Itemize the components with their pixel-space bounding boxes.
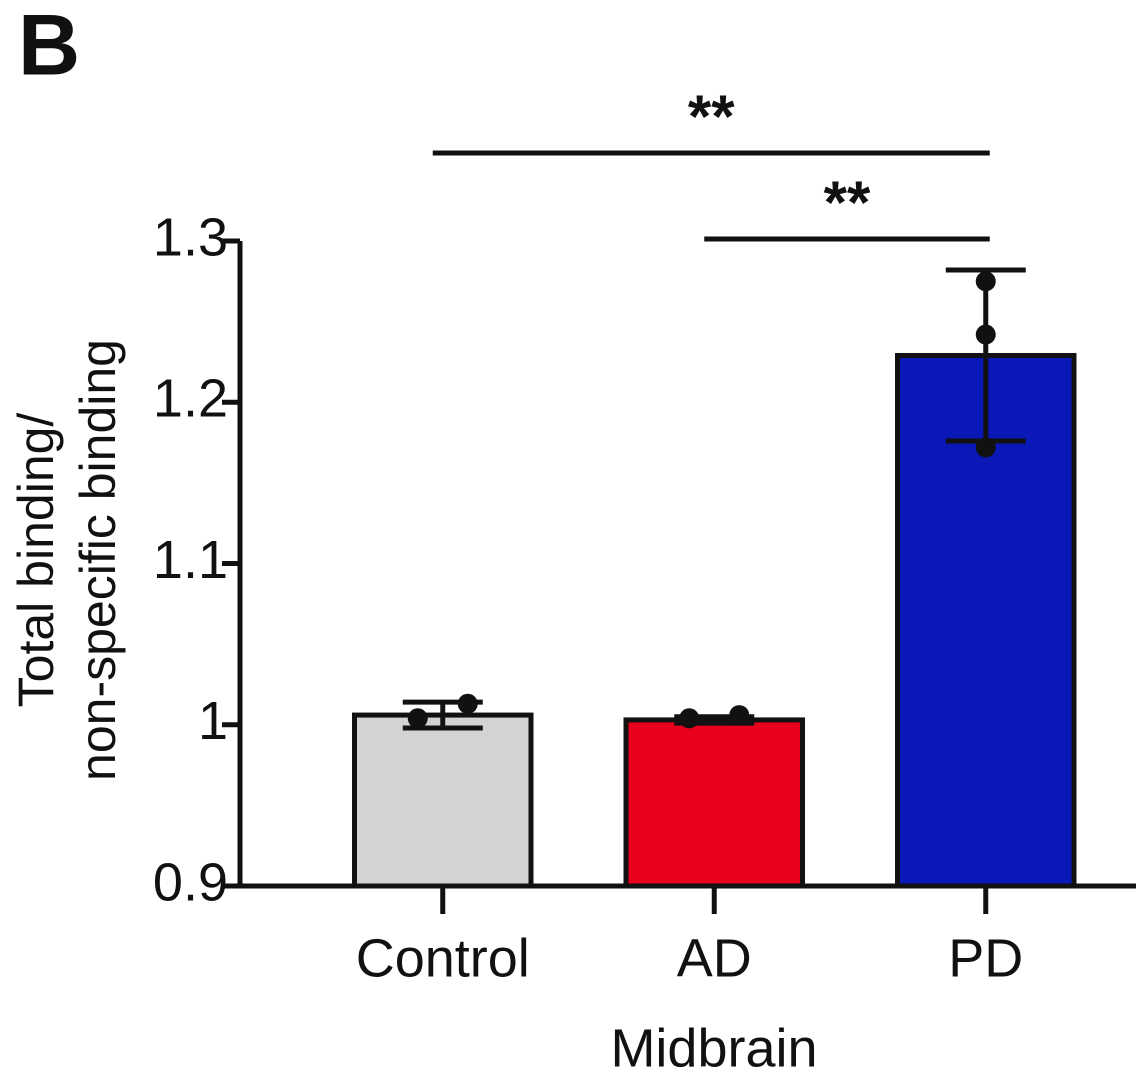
y-axis-title-line: Total binding/ — [8, 413, 64, 708]
y-tick-label: 1 — [198, 691, 228, 751]
y-tick-label: 0.9 — [153, 852, 228, 912]
data-point — [457, 693, 478, 714]
bar — [623, 717, 805, 889]
significance-label: ** — [824, 169, 871, 236]
bar — [895, 352, 1077, 889]
y-tick-label: 1.1 — [153, 530, 228, 590]
data-point — [975, 324, 996, 345]
data-point — [729, 705, 750, 726]
data-point — [679, 708, 700, 729]
panel-label: B — [18, 0, 80, 94]
y-axis-title: Total binding/ non-specific binding — [8, 339, 126, 781]
data-point — [407, 708, 428, 729]
x-tick-label: PD — [948, 928, 1023, 988]
x-tick-label: Control — [356, 928, 530, 988]
x-tick-label: AD — [677, 928, 752, 988]
y-tick-label: 1.2 — [153, 369, 228, 429]
y-tick-label: 1.3 — [153, 207, 228, 267]
y-axis-title-line: non-specific binding — [70, 339, 126, 781]
data-point — [975, 271, 996, 292]
x-axis-title: Midbrain — [610, 1018, 817, 1078]
bar — [352, 712, 534, 889]
significance-label: ** — [688, 83, 735, 150]
data-point — [975, 437, 996, 458]
